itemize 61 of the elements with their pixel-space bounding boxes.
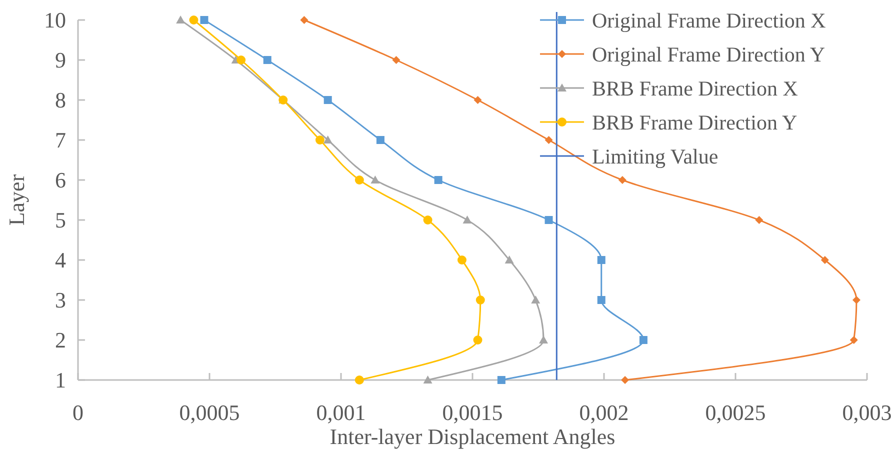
point [434,176,442,184]
point [263,56,272,64]
legend-label: BRB Frame Direction Y [592,110,798,134]
legend-label: BRB Frame Direction X [592,76,798,100]
y-tick-label: 6 [55,168,66,193]
y-axis-title: Layer [4,174,29,226]
point [354,176,364,184]
point [639,336,648,344]
point [755,216,764,224]
point [354,376,364,384]
point [476,296,485,304]
point [618,176,626,184]
y-tick-label: 9 [55,48,66,73]
x-tick-label: 0,003 [842,400,891,425]
y-tick-label: 5 [55,208,66,233]
point [497,376,506,384]
legend-label: Original Frame Direction X [592,8,826,32]
y-tick-label: 4 [55,248,66,273]
point [473,336,482,344]
ref-line-label: Limiting Value [592,144,718,168]
point [850,336,858,344]
y-tick-label: 1 [55,368,66,393]
x-tick-label: 0,001 [316,400,366,425]
point [200,16,208,24]
point [370,176,380,184]
point [324,96,332,104]
y-tick-label: 10 [44,8,66,33]
point [539,336,548,344]
y-tick-label: 8 [55,88,66,113]
point [474,96,482,104]
point [544,136,553,144]
point [820,256,829,264]
point [176,16,186,24]
x-tick-label: 0 [72,400,84,425]
x-tick-label: 0,0025 [705,400,766,425]
point [852,296,860,304]
point [423,376,432,384]
x-tick-label: 0,0005 [179,400,240,425]
point [597,296,606,304]
point [323,136,332,144]
point [457,256,466,264]
point [376,136,384,144]
x-tick-label: 0,0015 [442,400,503,425]
point [392,56,400,64]
y-tick-label: 7 [55,128,66,153]
x-tick-label: 0,002 [579,400,629,425]
point [423,216,432,224]
point [189,16,198,24]
point [544,216,553,224]
point [300,16,308,24]
point [504,256,514,264]
point [597,256,606,264]
y-tick-label: 2 [55,328,66,353]
y-tick-label: 3 [55,288,66,313]
point [462,216,472,224]
point [236,56,246,64]
point [531,296,540,304]
legend-label: Original Frame Direction Y [592,42,826,66]
point [315,136,324,144]
x-axis-title: Inter-layer Displacement Angles [330,424,616,449]
point [621,376,630,384]
